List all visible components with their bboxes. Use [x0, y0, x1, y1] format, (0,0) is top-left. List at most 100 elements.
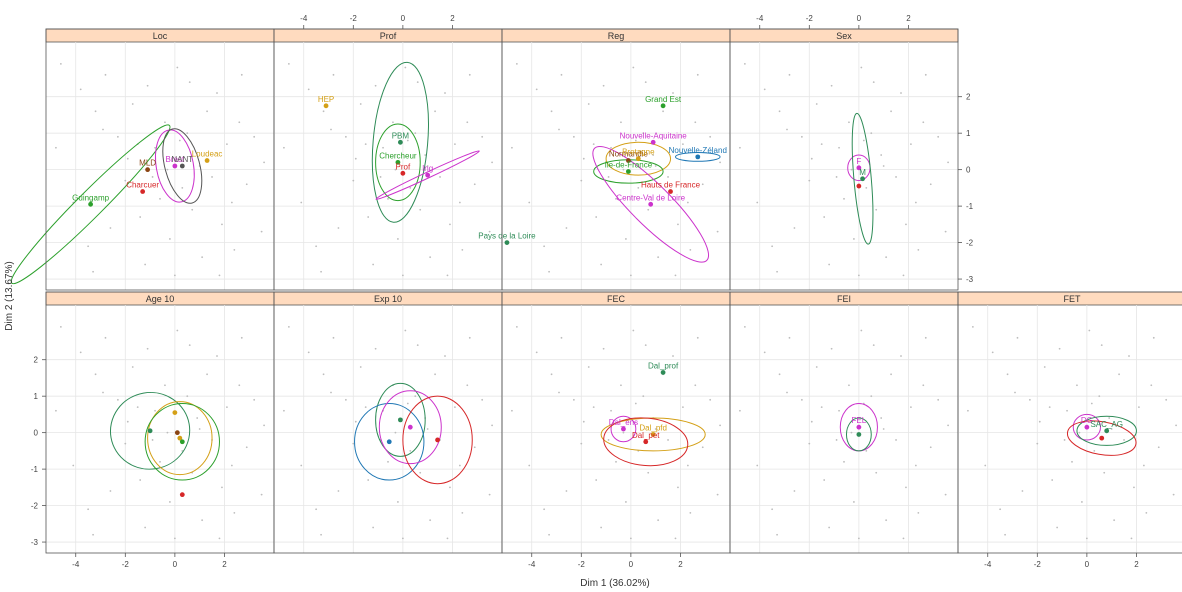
individual-point	[1110, 428, 1113, 430]
individual-point	[652, 154, 655, 156]
x-axis-label: Dim 1 (36.02%)	[580, 578, 649, 589]
confidence-ellipse	[851, 112, 874, 245]
confidence-ellipse	[1076, 415, 1137, 446]
individual-point	[739, 409, 741, 412]
individual-point	[473, 446, 476, 449]
individual-point	[468, 336, 471, 339]
individual-point	[709, 398, 712, 401]
panel-strip-label: Reg	[608, 31, 625, 41]
individual-point	[1150, 384, 1153, 387]
individual-point	[211, 176, 213, 178]
group-centroid	[386, 439, 392, 445]
y-tick-label: 2	[34, 356, 39, 365]
group-label: Ile-de-France	[605, 160, 653, 169]
confidence-ellipse	[375, 382, 426, 457]
individual-point	[929, 446, 932, 449]
individual-point	[461, 511, 464, 514]
individual-point	[843, 460, 845, 463]
individual-point	[1058, 347, 1061, 350]
individual-point	[872, 344, 875, 347]
individual-point	[870, 132, 873, 135]
confidence-ellipse	[109, 391, 191, 470]
individual-point	[233, 511, 236, 514]
individual-point	[810, 157, 813, 160]
individual-point	[151, 439, 154, 441]
individual-point	[895, 439, 897, 441]
group-label: Charcuer	[126, 181, 159, 190]
group-label: Normandie	[609, 150, 649, 159]
y-tick-label: -1	[31, 465, 39, 474]
confidence-ellipse	[674, 152, 721, 162]
individual-point	[667, 439, 669, 441]
y-tick-label: 2	[966, 93, 971, 102]
individual-point	[924, 336, 927, 339]
individual-point	[815, 103, 818, 105]
x-tick-label: -4	[72, 560, 80, 569]
individual-point	[263, 161, 265, 164]
individual-point	[905, 223, 907, 226]
individual-point	[1014, 391, 1016, 394]
individual-point	[1085, 537, 1088, 540]
group-centroid	[407, 424, 413, 430]
individual-point	[548, 533, 550, 536]
individual-point	[201, 519, 204, 522]
y-tick-label: -3	[31, 538, 39, 547]
group-label: DG	[1081, 416, 1093, 425]
individual-point	[880, 154, 883, 156]
group-label: Bretagne	[622, 148, 655, 157]
individual-point	[999, 508, 1002, 511]
individual-point	[124, 179, 127, 182]
individual-point	[548, 270, 550, 273]
individual-point	[580, 179, 583, 182]
individual-point	[835, 176, 838, 178]
x-tick-label: -4	[756, 14, 764, 23]
individual-point	[481, 398, 484, 401]
confidence-ellipse	[375, 150, 480, 200]
confidence-ellipse	[147, 401, 213, 476]
individual-point	[176, 66, 179, 69]
individual-point	[565, 490, 568, 492]
individual-point	[875, 471, 878, 474]
individual-point	[857, 537, 860, 540]
individual-point	[240, 336, 243, 339]
individual-point	[414, 132, 417, 135]
individual-point	[838, 409, 840, 412]
individual-point	[315, 245, 318, 248]
individual-point	[79, 88, 82, 91]
individual-point	[944, 230, 947, 233]
individual-point	[808, 179, 811, 182]
individual-point	[776, 533, 778, 536]
individual-point	[260, 493, 263, 496]
individual-point	[206, 373, 208, 376]
individual-point	[260, 230, 263, 233]
individual-point	[672, 92, 674, 94]
individual-point	[694, 384, 697, 387]
individual-point	[94, 110, 97, 113]
individual-point	[947, 424, 949, 427]
individual-point	[515, 62, 518, 65]
individual-point	[426, 165, 429, 167]
x-tick-label: -2	[350, 14, 358, 23]
x-tick-label: -4	[300, 14, 308, 23]
individual-point	[600, 526, 603, 529]
group-label: F	[856, 157, 861, 166]
individual-point	[419, 208, 422, 211]
individual-point	[924, 73, 927, 76]
individual-point	[810, 420, 813, 423]
individual-point	[337, 227, 340, 229]
individual-point	[1088, 329, 1091, 332]
panel-reg: Reg Grand Est Nouvelle-Aquitaine NormandieB…	[478, 28, 731, 291]
individual-point	[1036, 442, 1039, 445]
individual-point	[1138, 406, 1140, 409]
individual-point	[620, 384, 622, 387]
individual-point	[634, 402, 637, 405]
individual-point	[689, 248, 692, 251]
individual-point	[1157, 446, 1160, 449]
group-centroid	[179, 439, 185, 445]
individual-point	[1006, 373, 1009, 376]
individual-point	[233, 248, 236, 251]
individual-point	[771, 508, 774, 511]
panel-strip-label: Exp 10	[374, 294, 402, 304]
group-centroid	[660, 370, 666, 375]
